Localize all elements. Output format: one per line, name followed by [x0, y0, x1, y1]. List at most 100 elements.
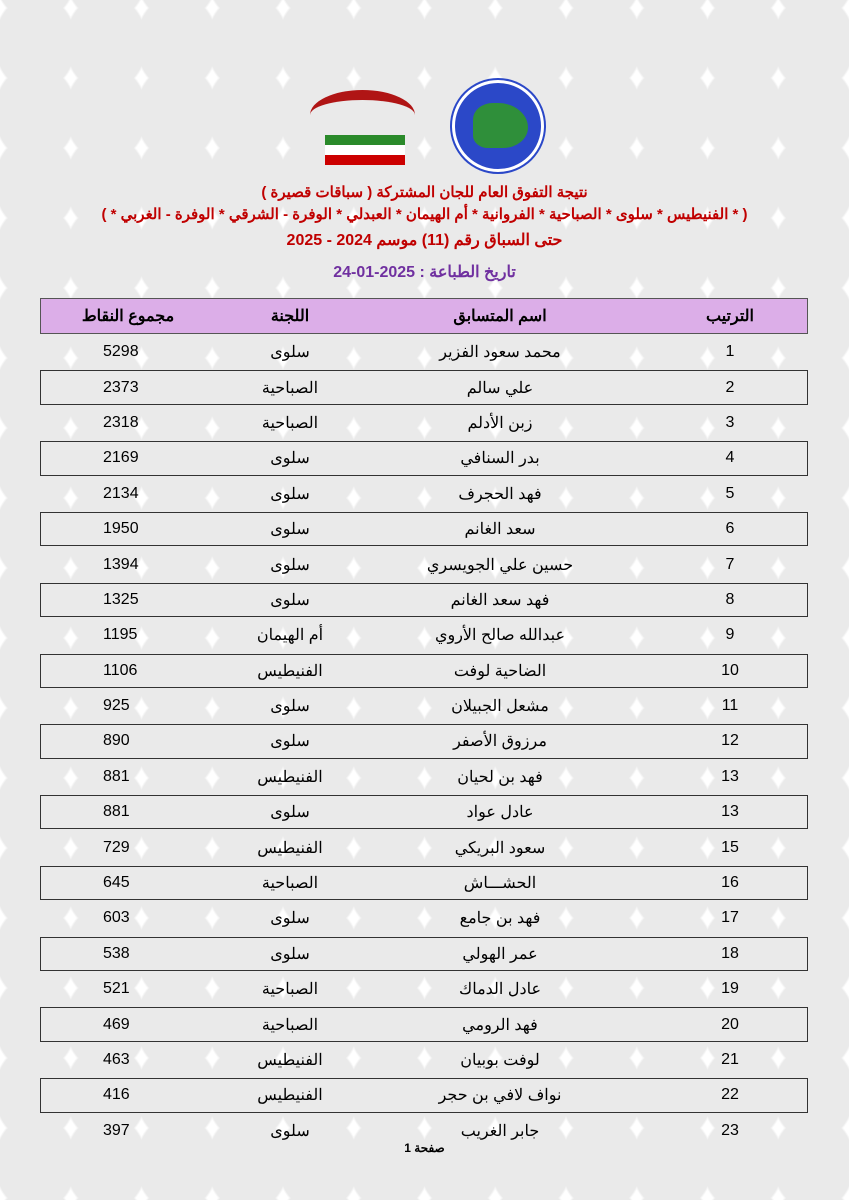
table-row: 9 عبدالله صالح الأروي أم الهيمان 1195	[40, 618, 808, 652]
cell-committee: الفنيطيس	[257, 839, 323, 857]
cell-committee: الصباحية	[261, 1016, 319, 1034]
cell-name: بدر السنافي	[460, 450, 540, 468]
table-row: 22 نواف لافي بن حجر الفنيطيس 416	[40, 1078, 808, 1113]
col-points: مجموع النقاط	[81, 308, 175, 325]
cell-committee: الصباحية	[261, 379, 319, 397]
cell-rank: 21	[721, 1051, 739, 1068]
cell-points: 5298	[103, 343, 139, 361]
cell-points: 2318	[103, 413, 139, 431]
table-row: 21 لوفت بوبيان الفنيطيس 463	[40, 1043, 808, 1077]
table-row: 20 فهد الرومي الصباحية 469	[40, 1007, 808, 1042]
cell-rank: 19	[721, 980, 739, 998]
table-row: 16 الحشـــاش الصباحية 645	[40, 865, 808, 901]
table-row: 2 علي سالم الصباحية 2373	[40, 370, 808, 405]
cell-rank: 9	[725, 626, 735, 644]
committees-line: ( * الفنيطيس * سلوى * الصباحية * الفروان…	[101, 206, 748, 223]
cell-name: فهد الحجرف	[458, 485, 542, 503]
cell-rank: 5	[725, 484, 735, 502]
cell-committee: سلوى	[270, 485, 310, 503]
cell-name: عادل عواد	[466, 804, 534, 822]
cell-name: عمر الهولي	[462, 945, 538, 963]
cell-points: 2169	[103, 449, 139, 467]
table-row: 10 الضاحية لوفت الفنيطيس 1106	[40, 653, 808, 688]
cell-name: زبن الأدلم	[467, 414, 533, 432]
cell-committee: الصباحية	[261, 981, 319, 999]
federation-logo	[452, 80, 544, 172]
cell-rank: 13	[721, 767, 739, 785]
cell-name: نواف لافي بن حجر	[438, 1087, 562, 1105]
table-row: 13 عادل عواد سلوى 881	[40, 795, 808, 830]
table-row: 7 حسين علي الجويسري سلوى 1394	[40, 547, 808, 581]
cell-name: سعد الغانم	[464, 521, 536, 539]
cell-points: 538	[103, 944, 130, 962]
cell-name: عبدالله صالح الأروي	[434, 627, 566, 645]
col-committee: اللجنة	[270, 308, 310, 325]
cell-points: 925	[103, 697, 130, 715]
cell-points: 645	[103, 874, 130, 892]
table-row: 12 مرزوق الأصفر سلوى 890	[40, 724, 808, 759]
cell-rank: 10	[721, 661, 739, 679]
table-row: 18 عمر الهولي سلوى 538	[40, 936, 808, 972]
cell-rank: 16	[721, 874, 739, 892]
cell-points: 2134	[103, 484, 139, 502]
cell-name: عادل الدماك	[459, 981, 541, 999]
cell-name: سعود البريكي	[454, 839, 546, 857]
cell-rank: 7	[725, 555, 735, 573]
cell-name: الحشـــاش	[463, 875, 537, 893]
cell-committee: أم الهيمان	[256, 627, 324, 645]
cell-points: 1325	[103, 590, 139, 608]
cell-points: 881	[103, 767, 130, 785]
cell-rank: 13	[721, 803, 739, 821]
cell-points: 603	[103, 909, 130, 927]
cell-committee: سلوى	[270, 698, 310, 716]
table-row: 5 فهد الحجرف سلوى 2134	[40, 477, 808, 511]
cell-name: فهد الرومي	[462, 1016, 538, 1034]
cell-points: 2373	[103, 378, 139, 396]
col-rank: الترتيب	[706, 308, 754, 325]
cell-points: 416	[103, 1086, 130, 1104]
cell-committee: سلوى	[270, 344, 310, 362]
cell-committee: سلوى	[270, 1122, 310, 1140]
table-row: 23 جابر الغريب سلوى 397	[40, 1114, 808, 1148]
cell-rank: 2	[725, 378, 735, 396]
cell-points: 1950	[103, 520, 139, 538]
cell-name: لوفت بوبيان	[460, 1052, 540, 1069]
report-title: نتيجة التفوق العام للجان المشتركة ( سباق…	[261, 184, 588, 201]
cell-rank: 18	[721, 944, 739, 962]
cell-rank: 23	[721, 1121, 739, 1139]
cell-name: الضاحية لوفت	[453, 662, 547, 680]
cell-rank: 17	[721, 909, 739, 927]
cell-points: 729	[103, 838, 130, 856]
table-row: 4 بدر السنافي سلوى 2169	[40, 441, 808, 476]
cell-committee: سلوى	[270, 556, 310, 574]
cell-points: 397	[103, 1121, 130, 1139]
cell-committee: الفنيطيس	[257, 1087, 323, 1105]
cell-rank: 6	[725, 520, 735, 538]
club-logo	[305, 80, 420, 170]
cell-rank: 20	[721, 1015, 739, 1033]
cell-committee: سلوى	[270, 804, 310, 822]
cell-rank: 4	[725, 449, 735, 467]
page-number: صفحة 1	[404, 1141, 445, 1155]
cell-committee: سلوى	[270, 945, 310, 963]
cell-rank: 22	[721, 1086, 739, 1104]
table-row: 1 محمد سعود الفزير سلوى 5298	[40, 335, 808, 369]
cell-points: 469	[103, 1015, 130, 1033]
cell-rank: 11	[721, 697, 739, 715]
table-row: 17 فهد بن جامع سلوى 603	[40, 901, 808, 935]
cell-name: فهد بن جامع	[459, 910, 541, 928]
cell-name: محمد سعود الفزير	[439, 344, 561, 362]
table-row: 11 مشعل الجبيلان سلوى 925	[40, 689, 808, 723]
cell-committee: سلوى	[270, 450, 310, 468]
table-row: 19 عادل الدماك الصباحية 521	[40, 972, 808, 1006]
cell-name: علي سالم	[466, 379, 534, 397]
table-row: 3 زبن الأدلم الصباحية 2318	[40, 406, 808, 440]
cell-name: جابر الغريب	[460, 1122, 540, 1140]
cell-committee: الفنيطيس	[257, 662, 323, 680]
table-row: 6 سعد الغانم سلوى 1950	[40, 511, 808, 547]
cell-rank: 15	[721, 838, 739, 856]
table-row: 8 فهد سعد الغانم سلوى 1325	[40, 582, 808, 618]
cell-points: 890	[103, 732, 130, 750]
print-date: تاريخ الطباعة : 2025-01-24	[333, 264, 516, 281]
cell-rank: 12	[721, 732, 739, 750]
